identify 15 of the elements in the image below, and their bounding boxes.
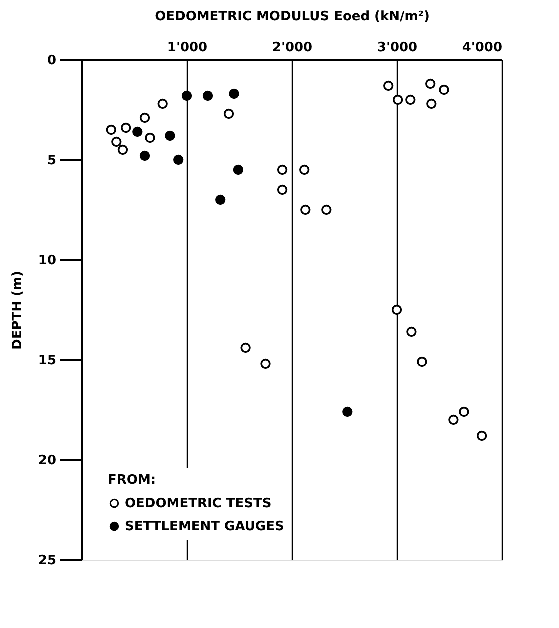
x-tick-label: 2'000: [272, 40, 313, 56]
y-tick-label: 25: [38, 554, 56, 568]
y-tick-label: 10: [38, 254, 56, 268]
legend-title: FROM:: [108, 473, 156, 488]
y-tick-label: 5: [47, 154, 56, 168]
x-tick-label: 4'000: [462, 40, 502, 56]
y-tick-label: 20: [38, 454, 56, 468]
x-tick-label: 3'000: [377, 40, 418, 56]
legend-label: SETTLEMENT GAUGES: [125, 520, 284, 534]
y-axis-title: DEPTH (m): [10, 271, 26, 350]
x-axis-title: OEDOMETRIC MODULUS Eoed (kN/m²): [155, 10, 430, 24]
y-tick-label: 0: [47, 54, 56, 68]
x-tick-label: 1'000: [167, 40, 208, 56]
y-tick-label: 15: [38, 354, 56, 368]
legend-label: OEDOMETRIC TESTS: [125, 496, 272, 512]
